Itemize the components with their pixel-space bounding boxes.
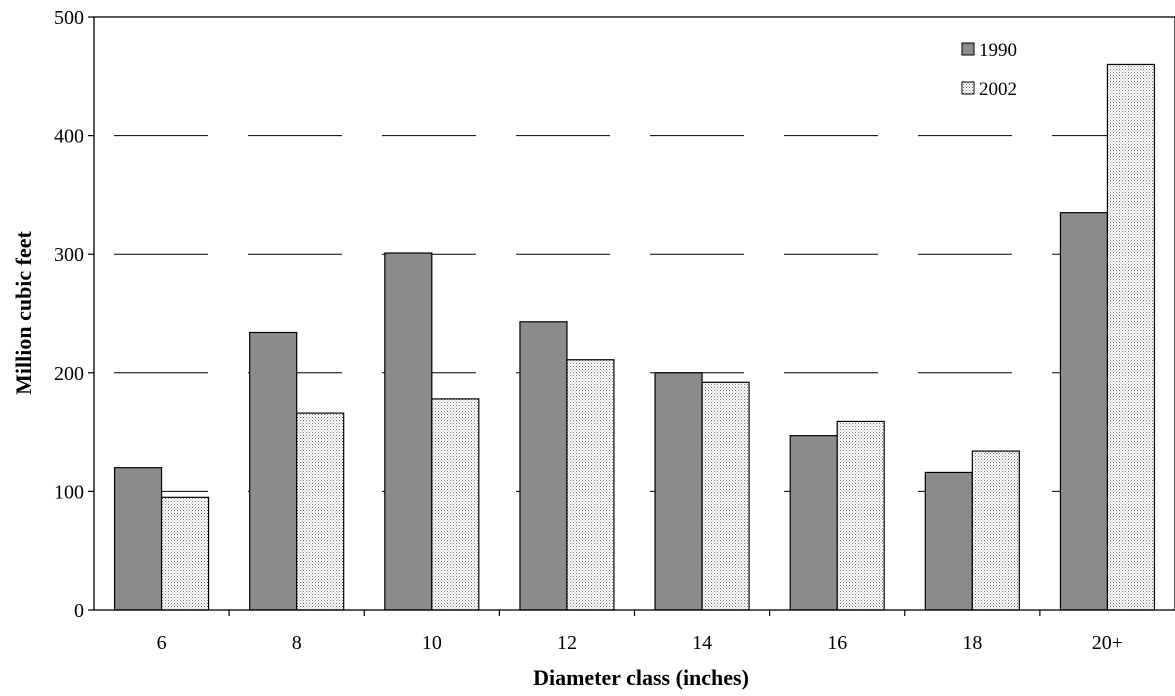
legend-label-1990: 1990 bbox=[979, 40, 1017, 61]
bar-1990-12 bbox=[519, 321, 568, 611]
bar-1990-8 bbox=[249, 331, 298, 611]
x-tick-label-14: 14 bbox=[692, 632, 712, 654]
y-tick-label-100: 100 bbox=[54, 481, 84, 503]
legend-swatch-2002 bbox=[961, 81, 975, 95]
bar-1990-18 bbox=[924, 471, 973, 611]
y-tick-label-500: 500 bbox=[54, 7, 84, 29]
bar-1990-16 bbox=[789, 435, 838, 611]
bar-2002-20+ bbox=[1106, 63, 1156, 611]
y-tick-label-200: 200 bbox=[54, 363, 84, 385]
x-tick-label-10: 10 bbox=[422, 632, 442, 654]
bar-1990-20+ bbox=[1059, 212, 1109, 611]
legend: 1990 2002 bbox=[961, 40, 1017, 100]
x-axis-title: Diameter class (inches) bbox=[533, 665, 749, 690]
x-tick-label-16: 16 bbox=[827, 632, 847, 654]
bar-1990-14 bbox=[654, 372, 703, 611]
legend-swatch-1990 bbox=[961, 42, 975, 56]
y-axis-ticks: 0 100 200 300 400 500 bbox=[54, 7, 94, 622]
bar-2002-16 bbox=[836, 420, 885, 611]
bar-2002-14 bbox=[701, 381, 750, 611]
x-tick-label-12: 12 bbox=[557, 632, 577, 654]
y-tick-label-0: 0 bbox=[74, 600, 84, 622]
x-tick-label-18: 18 bbox=[962, 632, 982, 654]
x-axis-ticks: 6 8 10 12 14 16 18 20+ bbox=[157, 610, 1123, 654]
x-tick-label-20+: 20+ bbox=[1092, 632, 1123, 654]
bar-1990-6 bbox=[113, 467, 163, 611]
bar-1990-10 bbox=[384, 252, 433, 611]
y-axis-title: Million cubic feet bbox=[11, 230, 36, 394]
x-tick-label-6: 6 bbox=[157, 632, 167, 654]
y-tick-label-300: 300 bbox=[54, 244, 84, 266]
bars bbox=[113, 63, 1156, 611]
x-tick-label-8: 8 bbox=[292, 632, 302, 654]
legend-label-2002: 2002 bbox=[979, 79, 1017, 100]
y-tick-label-400: 400 bbox=[54, 126, 84, 148]
bar-2002-8 bbox=[296, 412, 345, 611]
bar-2002-6 bbox=[160, 496, 210, 611]
bar-2002-10 bbox=[431, 398, 480, 611]
bar-2002-18 bbox=[971, 450, 1020, 611]
bar-2002-12 bbox=[566, 359, 615, 611]
